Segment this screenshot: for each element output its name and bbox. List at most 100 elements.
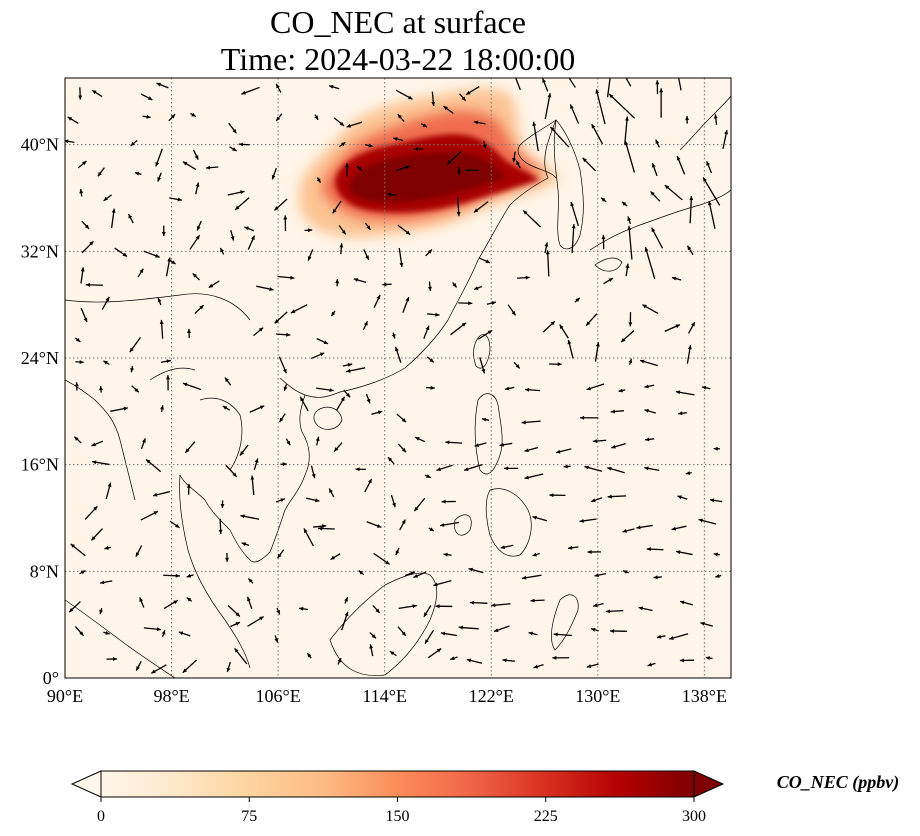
wind-arrow-head bbox=[80, 267, 85, 272]
wind-arrow-head bbox=[111, 208, 116, 213]
wind-arrow-head bbox=[532, 515, 537, 520]
lat-tick-label: 24°N bbox=[21, 348, 59, 368]
wind-arrow-head bbox=[676, 71, 680, 75]
wind-arrow-head bbox=[283, 386, 288, 391]
wind-arrow-head bbox=[530, 598, 535, 603]
wind-arrow-head bbox=[79, 360, 84, 364]
wind-arrow-head bbox=[713, 446, 718, 451]
wind-arrow-head bbox=[586, 664, 592, 668]
wind-arrow-head bbox=[440, 631, 446, 636]
wind-arrow-head bbox=[282, 368, 287, 374]
wind-arrow-head bbox=[698, 518, 703, 523]
wind-arrow-head bbox=[89, 241, 94, 246]
philippines-luzon bbox=[474, 393, 503, 475]
wind-arrow-head bbox=[435, 312, 440, 317]
wind-arrow-head bbox=[321, 524, 327, 529]
wind-arrow-head bbox=[586, 321, 591, 326]
wind-arrow-head bbox=[171, 260, 176, 265]
wind-arrow-head bbox=[308, 228, 313, 233]
wind-arrow-head bbox=[595, 342, 600, 347]
wind-arrow-head bbox=[651, 227, 656, 233]
wind-arrow-head bbox=[679, 658, 684, 663]
wind-arrow-head bbox=[466, 90, 471, 95]
wind-arrow-shaft bbox=[571, 224, 575, 254]
wind-arrow-head bbox=[644, 384, 649, 389]
wind-arrow-head bbox=[331, 311, 336, 317]
colorbar-tick-label: 75 bbox=[241, 808, 257, 825]
wind-arrow-head bbox=[624, 116, 629, 121]
wind-arrow-head bbox=[512, 158, 517, 163]
colorbar-tick-label: 150 bbox=[386, 808, 410, 825]
wind-arrow-shaft bbox=[644, 246, 656, 280]
wind-arrow-head bbox=[395, 550, 400, 555]
wind-arrow-head bbox=[222, 406, 228, 410]
wind-arrow-head bbox=[391, 333, 396, 339]
colorbar-extend-low bbox=[70, 770, 102, 798]
wind-arrow-head bbox=[584, 465, 589, 470]
wind-arrow-head bbox=[83, 317, 88, 323]
wind-arrow-head bbox=[428, 286, 432, 291]
wind-arrow-head bbox=[533, 664, 539, 669]
wind-arrow-head bbox=[532, 121, 537, 127]
wind-arrow-head bbox=[259, 616, 264, 621]
wind-arrow-head bbox=[414, 506, 419, 512]
wind-arrow-head bbox=[491, 301, 496, 305]
wind-arrow-head bbox=[691, 322, 695, 327]
wind-arrow-head bbox=[382, 282, 387, 287]
wind-arrow-head bbox=[622, 528, 627, 533]
wind-arrow-head bbox=[547, 93, 552, 98]
wind-arrow-head bbox=[544, 242, 549, 247]
wind-arrow-head bbox=[192, 273, 197, 278]
wind-arrow-head bbox=[69, 607, 74, 613]
wind-arrow-head bbox=[92, 460, 97, 465]
wind-arrow-head bbox=[700, 621, 705, 626]
wind-arrow-head bbox=[307, 653, 312, 658]
wind-arrow-head bbox=[311, 473, 316, 479]
wind-arrow-head bbox=[274, 638, 279, 643]
map-frame bbox=[64, 77, 732, 679]
wind-arrow-head bbox=[625, 263, 630, 268]
wind-arrow-head bbox=[414, 147, 419, 152]
wind-arrow-head bbox=[431, 101, 436, 107]
wind-arrow-head bbox=[436, 648, 442, 653]
wind-arrow-head bbox=[173, 600, 178, 605]
lon-tick-label: 114°E bbox=[362, 686, 407, 706]
wind-arrow-head bbox=[84, 224, 90, 229]
map-panel[interactable] bbox=[64, 63, 732, 679]
wind-arrow-head bbox=[594, 573, 599, 578]
wind-arrow-head bbox=[276, 116, 281, 122]
wind-arrow-head bbox=[605, 609, 610, 614]
wind-arrow-head bbox=[395, 346, 399, 352]
wind-arrow-head bbox=[153, 511, 159, 515]
wind-arrow-head bbox=[705, 656, 711, 660]
wind-arrow-head bbox=[159, 319, 164, 325]
wind-arrow-head bbox=[550, 321, 555, 326]
wind-arrow-head bbox=[226, 667, 231, 673]
wind-arrow-head bbox=[445, 440, 450, 445]
wind-arrow-head bbox=[107, 482, 112, 488]
wind-arrow-head bbox=[74, 382, 79, 387]
wind-arrow-head bbox=[425, 639, 429, 644]
wind-arrow-shaft bbox=[549, 126, 570, 148]
wind-arrow-head bbox=[128, 214, 133, 219]
wind-arrow-head bbox=[157, 297, 162, 303]
wind-arrow-head bbox=[194, 155, 199, 160]
colorbar-tick-label: 225 bbox=[534, 808, 558, 825]
wind-arrow-head bbox=[74, 436, 79, 441]
wind-arrow-head bbox=[621, 337, 626, 343]
wind-arrow-head bbox=[468, 567, 473, 572]
wind-arrow-head bbox=[271, 174, 276, 180]
wind-arrow-head bbox=[464, 467, 469, 472]
wind-arrow-head bbox=[502, 658, 507, 663]
wind-arrow-head bbox=[274, 206, 279, 211]
wind-arrow-shaft bbox=[608, 93, 636, 119]
wind-arrow-head bbox=[195, 182, 200, 187]
wind-arrow-head bbox=[713, 114, 718, 119]
wind-arrow-head bbox=[439, 523, 445, 527]
wind-arrow-head bbox=[341, 142, 346, 147]
wind-arrow-head bbox=[516, 160, 520, 166]
wind-arrow-head bbox=[366, 225, 371, 230]
wind-arrow-head bbox=[345, 163, 349, 168]
wind-arrow-head bbox=[642, 304, 647, 309]
